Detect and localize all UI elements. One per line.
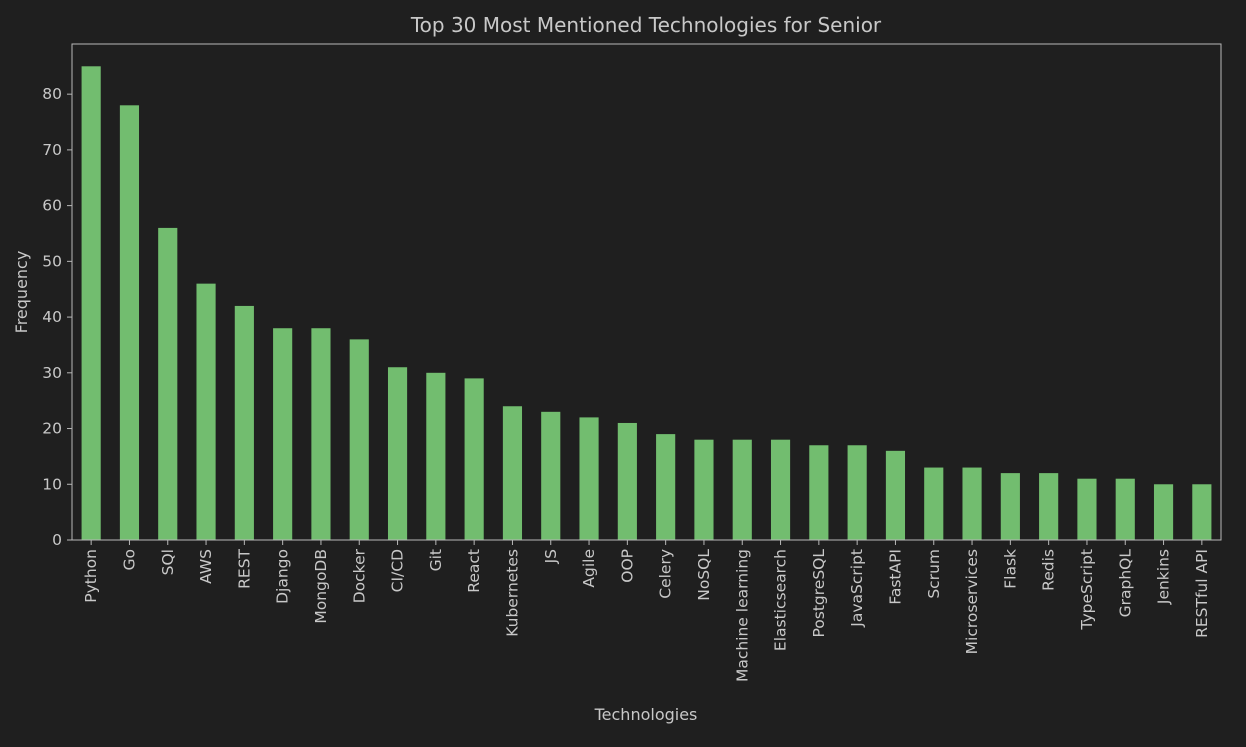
bar-typescript [1077, 478, 1097, 540]
y-tick-label: 70 [42, 141, 62, 159]
bar-sql [158, 227, 178, 541]
bar-javascript [847, 445, 867, 540]
bar-django [273, 328, 293, 540]
bar-git [426, 372, 446, 540]
bar-fastapi [885, 450, 906, 540]
bar-docker [349, 339, 369, 540]
x-tick-label: GraphQL [1116, 549, 1134, 618]
x-tick-label: REST [235, 548, 253, 588]
x-tick-label: Agile [580, 549, 598, 588]
bar-react [464, 378, 484, 540]
x-tick-label: RESTful API [1193, 549, 1211, 638]
bar-agile [579, 417, 599, 540]
y-tick-label: 20 [42, 420, 62, 438]
bar-microservices [962, 467, 982, 540]
plot-frame [71, 43, 1222, 541]
x-tick-label: JS [542, 549, 560, 564]
x-tick-label: JavaScript [848, 549, 866, 628]
x-tick-label: Microservices [963, 549, 981, 654]
y-tick-label: 80 [42, 85, 62, 103]
bar-mongodb [311, 328, 331, 540]
bar-nosql [694, 439, 714, 540]
x-axis: Python Go SQl AWS REST Django MongoDB Docker CI/… [82, 540, 1211, 682]
y-axis-label: Frequency [12, 251, 31, 334]
x-tick-label: OOP [618, 549, 636, 583]
bar-flask [1000, 473, 1020, 540]
x-tick-label: MongoDB [312, 549, 330, 624]
bar-elasticsearch [770, 439, 791, 540]
bar-graphql [1115, 478, 1135, 540]
bar-postgresql [809, 445, 829, 540]
x-tick-label: CI/CD [389, 549, 407, 592]
bar-js [541, 411, 561, 540]
bar-go [119, 105, 140, 540]
bar-jenkins [1153, 484, 1174, 540]
x-tick-label: SQl [159, 549, 177, 575]
bar-redis [1039, 473, 1059, 540]
x-tick-label: TypeScript [1078, 549, 1096, 631]
x-tick-label: Go [120, 549, 138, 571]
x-tick-label: Kubernetes [503, 549, 521, 637]
x-tick-label: Scrum [925, 549, 943, 599]
y-tick-label: 50 [42, 252, 62, 270]
y-tick-label: 40 [42, 308, 62, 326]
x-tick-label: Flask [1001, 549, 1019, 589]
x-axis-label: Technologies [594, 705, 698, 724]
x-tick-label: Machine learning [733, 549, 751, 682]
bar-kubernetes [502, 406, 523, 540]
y-tick-label: 60 [42, 197, 62, 215]
x-tick-label: Django [274, 549, 292, 604]
x-tick-label: NoSQL [695, 549, 713, 601]
bar-python [81, 66, 101, 540]
x-tick-label: PostgreSQL [810, 549, 828, 638]
x-tick-label: FastAPI [886, 549, 904, 605]
bar-celery [656, 434, 676, 540]
bars-group [81, 66, 1212, 541]
bar-rest [234, 305, 254, 540]
bar-ci-cd [387, 367, 408, 540]
x-tick-label: Elasticsearch [772, 549, 790, 651]
bar-oop [617, 422, 637, 540]
bar-machine-learning [732, 439, 752, 540]
x-tick-label: Python [82, 549, 100, 603]
x-tick-label: Git [427, 549, 445, 571]
x-tick-label: Docker [350, 548, 368, 603]
x-tick-label: Jenkins [1155, 549, 1173, 605]
y-tick-label: 0 [52, 531, 62, 549]
bar-restful-api [1192, 484, 1212, 540]
x-tick-label: Redis [1040, 549, 1058, 591]
x-tick-label: Celery [657, 549, 675, 599]
y-tick-label: 10 [42, 475, 62, 493]
chart-title: Top 30 Most Mentioned Technologies for S… [410, 13, 882, 37]
x-tick-label: AWS [197, 549, 215, 584]
bar-aws [196, 283, 216, 540]
y-tick-label: 30 [42, 364, 62, 382]
x-tick-label: React [465, 549, 483, 593]
bar-scrum [924, 467, 944, 540]
y-axis: 0 10 20 30 40 50 60 70 80 [42, 85, 72, 549]
